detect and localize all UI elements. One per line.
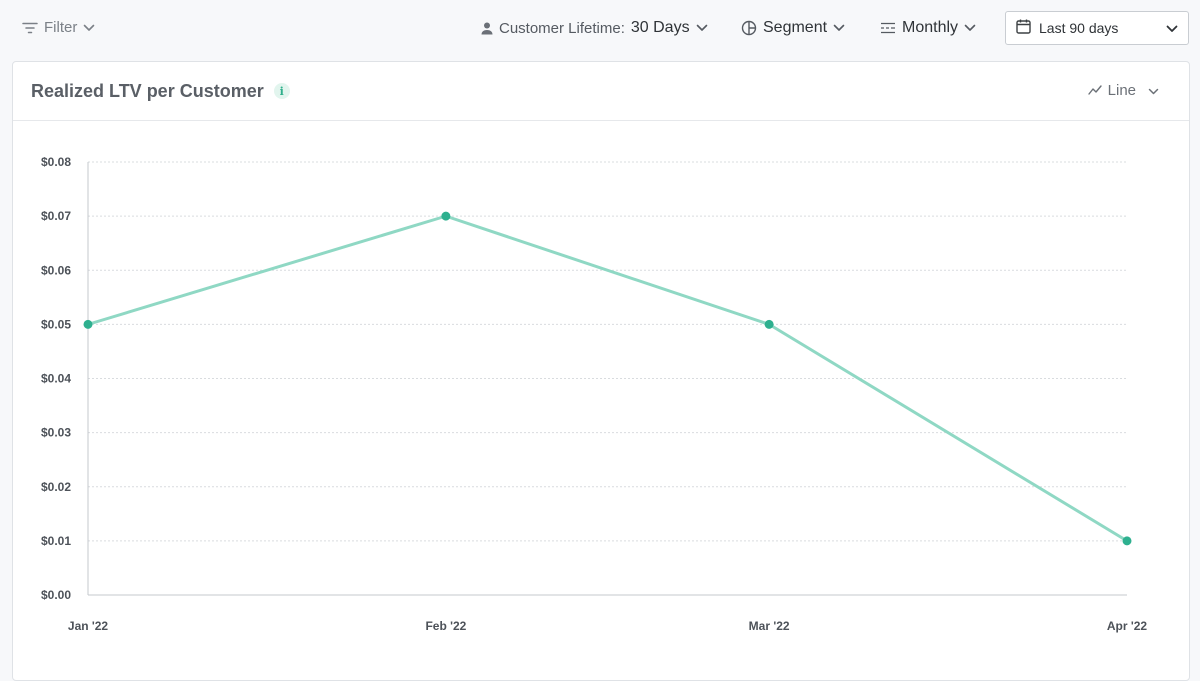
chevron-down-icon <box>696 24 708 32</box>
card-header: Realized LTV per Customer i Line <box>13 62 1189 121</box>
ltv-line-chart: $0.00 $0.01 $0.02 $0.03 $0.04 $0.05 $0.06 $0.07… <box>41 155 1147 633</box>
y-tick-label: $0.02 <box>41 480 71 494</box>
info-icon[interactable]: i <box>273 83 290 99</box>
calendar-icon <box>1016 19 1031 37</box>
series-layer <box>83 211 1132 546</box>
filter-label: Filter <box>44 19 78 36</box>
grid-layer <box>88 161 1127 542</box>
y-tick-label: $0.08 <box>41 155 71 169</box>
filter-icon <box>22 22 38 34</box>
customer-lifetime-label: Customer Lifetime: <box>499 19 625 37</box>
data-point[interactable] <box>83 319 93 329</box>
y-tick-label: $0.05 <box>41 317 71 331</box>
customer-lifetime-value: 30 Days <box>630 19 690 36</box>
person-icon <box>481 22 493 35</box>
chevron-down-icon <box>1166 20 1178 36</box>
data-point[interactable] <box>1122 536 1132 546</box>
card-title: Realized LTV per Customer <box>31 80 264 101</box>
interval-select[interactable]: Monthly <box>880 19 976 37</box>
date-range-label: Last 90 days <box>1039 20 1119 36</box>
segment-label: Segment <box>763 19 828 36</box>
toolbar: Filter Customer Lifetime: 30 Days Segmen… <box>0 0 1200 58</box>
x-tick-label: Mar '22 <box>749 619 790 633</box>
x-tick-label: Feb '22 <box>425 619 466 633</box>
date-range-select[interactable]: Last 90 days <box>1005 11 1189 45</box>
chevron-down-icon <box>1148 82 1159 99</box>
segment-select[interactable]: Segment <box>741 19 845 37</box>
y-tick-label: $0.01 <box>41 534 71 548</box>
series-line <box>86 214 1129 543</box>
axis-layer <box>87 162 1127 596</box>
chevron-down-icon <box>83 24 95 32</box>
filter-button[interactable]: Filter <box>22 19 95 36</box>
y-tick-label: $0.06 <box>41 263 71 277</box>
y-tick-label: $0.07 <box>41 209 71 223</box>
interval-label: Monthly <box>902 19 959 36</box>
line-chart-icon <box>1087 82 1102 99</box>
chart-type-label: Line <box>1107 82 1136 99</box>
chevron-down-icon <box>964 24 976 32</box>
chart-type-select[interactable]: Line <box>1087 82 1159 99</box>
customer-lifetime-select[interactable]: Customer Lifetime: 30 Days <box>481 19 708 37</box>
y-tick-label: $0.04 <box>41 372 71 386</box>
data-point[interactable] <box>441 211 451 221</box>
segment-icon <box>741 20 757 36</box>
x-tick-label: Jan '22 <box>68 619 109 633</box>
chevron-down-icon <box>833 24 845 32</box>
y-tick-label: $0.00 <box>41 588 71 602</box>
y-tick-label: $0.03 <box>41 426 71 440</box>
x-tick-label: Apr '22 <box>1107 619 1148 633</box>
interval-icon <box>880 22 896 34</box>
label-layer: $0.00 $0.01 $0.02 $0.03 $0.04 $0.05 $0.06 $0.07… <box>41 155 1147 633</box>
data-point[interactable] <box>764 319 774 329</box>
